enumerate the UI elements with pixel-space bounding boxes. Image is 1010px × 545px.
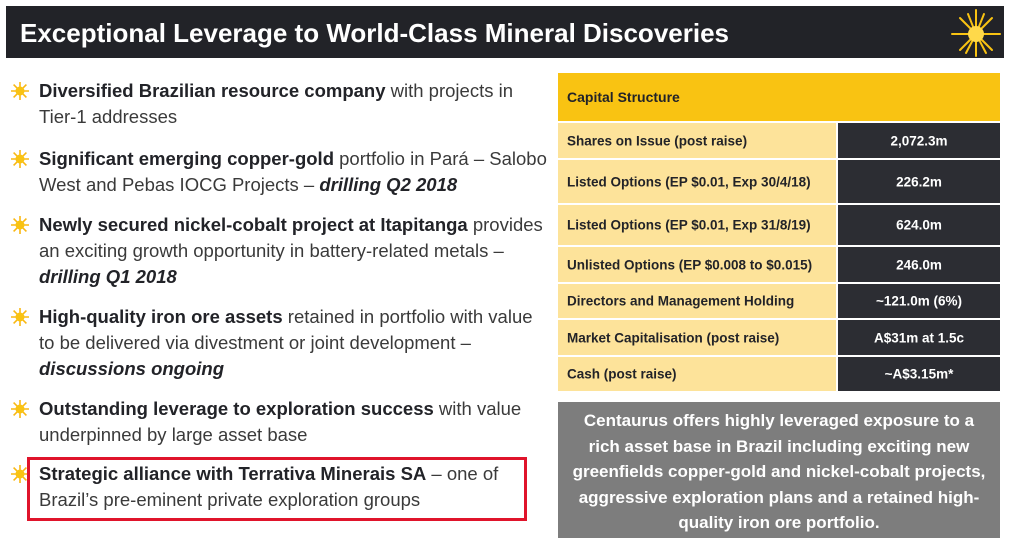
list-item-highlighted: Strategic alliance with Terrativa Minera… [10,461,550,513]
sun-burst-icon [11,465,29,483]
row-label-cell: Market Capitalisation (post raise) [558,320,836,355]
row-value: 246.0m [896,257,942,272]
table-row: Cash (post raise) ~A$3.15m* [558,357,1000,391]
row-value: ~A$3.15m* [884,366,954,382]
bullet-text: retained in portfolio with value to be d… [39,306,533,353]
bullet-bold: Diversified Brazilian resource company [39,80,386,101]
capital-structure-header: Capital Structure [558,73,1000,121]
table-row: Listed Options (EP $0.01, Exp 30/4/18) 2… [558,160,1000,203]
header: Exceptional Leverage to World-Class Mine… [0,0,1010,64]
bullet-bold: Outstanding leverage to exploration succ… [39,398,434,419]
bullet-text: with projects in Tier-1 addresses [39,80,513,127]
row-value: A$31m at 1.5c [873,330,965,345]
row-value-cell: 226.2m [838,160,1000,203]
row-label-cell: Listed Options (EP $0.01, Exp 30/4/18) [558,160,836,203]
table-row: Listed Options (EP $0.01, Exp 31/8/19) 6… [558,205,1000,245]
list-item: High-quality iron ore assets retained in… [10,304,550,382]
table-row: Market Capitalisation (post raise) A$31m… [558,320,1000,355]
highlight-box [27,457,527,521]
summary-callout: Centaurus offers highly leveraged exposu… [558,402,1000,538]
list-item: Outstanding leverage to exploration succ… [10,396,550,448]
row-label-cell: Unlisted Options (EP $0.008 to $0.015) [558,247,836,282]
row-label: Unlisted Options (EP $0.008 to $0.015) [567,257,813,272]
bullet-text: with value underpinned by large asset ba… [39,398,522,445]
bullet-emphasis: discussions ongoing [39,358,225,379]
sun-burst-icon [11,308,29,326]
sun-burst-icon [11,150,29,168]
bullet-emphasis: drilling Q2 2018 [319,174,458,195]
sun-burst-icon [11,216,29,234]
bullet-bold: Significant emerging copper-gold [39,148,334,169]
row-label: Shares on Issue (post raise) [567,133,748,148]
title-bar: Exceptional Leverage to World-Class Mine… [6,6,946,58]
bullet-text: – one of Brazil’s pre-eminent private ex… [39,463,499,510]
bullet-bold: Strategic alliance with Terrativa Minera… [39,463,427,484]
row-value-cell: ~121.0m (6%) [838,284,1000,318]
table-row: Directors and Management Holding ~121.0m… [558,284,1000,318]
row-value-cell: ~A$3.15m* [838,357,1000,391]
list-item: Diversified Brazilian resource company w… [10,78,550,130]
row-value: 226.2m [896,174,942,189]
row-value-cell: 246.0m [838,247,1000,282]
bullet-text: provides an exciting growth opportunity … [39,214,543,261]
row-label: Listed Options (EP $0.01, Exp 30/4/18) [567,174,811,189]
bullet-text: portfolio in Pará – Salobo West and Peba… [39,148,547,195]
row-label-cell: Listed Options (EP $0.01, Exp 31/8/19) [558,205,836,245]
bullet-emphasis: drilling Q1 2018 [39,266,177,287]
row-label-cell: Cash (post raise) [558,357,836,391]
table-row: Unlisted Options (EP $0.008 to $0.015) 2… [558,247,1000,282]
row-label: Listed Options (EP $0.01, Exp 31/8/19) [567,217,811,233]
sun-burst-icon [11,400,29,418]
row-label: Market Capitalisation (post raise) [567,330,780,345]
bullet-bold: High-quality iron ore assets [39,306,283,327]
row-label: Cash (post raise) [567,366,677,382]
table-row: Shares on Issue (post raise) 2,072.3m [558,123,1000,158]
row-value-cell: 624.0m [838,205,1000,245]
row-value: 624.0m [896,217,942,233]
page-title: Exceptional Leverage to World-Class Mine… [20,18,729,48]
sun-burst-icon [11,82,29,100]
list-item: Newly secured nickel-cobalt project at I… [10,212,550,290]
row-label-cell: Directors and Management Holding [558,284,836,318]
bullet-bold: Newly secured nickel-cobalt project at I… [39,214,468,235]
capital-structure-title: Capital Structure [567,89,680,105]
row-label: Directors and Management Holding [567,293,795,309]
row-label-cell: Shares on Issue (post raise) [558,123,836,158]
summary-text: Centaurus offers highly leveraged exposu… [572,411,986,532]
star-burst-icon [946,6,1004,58]
row-value: 2,072.3m [890,133,948,148]
row-value-cell: 2,072.3m [838,123,1000,158]
row-value: ~121.0m (6%) [876,293,962,309]
list-item: Significant emerging copper-gold portfol… [10,146,550,198]
row-value-cell: A$31m at 1.5c [838,320,1000,355]
